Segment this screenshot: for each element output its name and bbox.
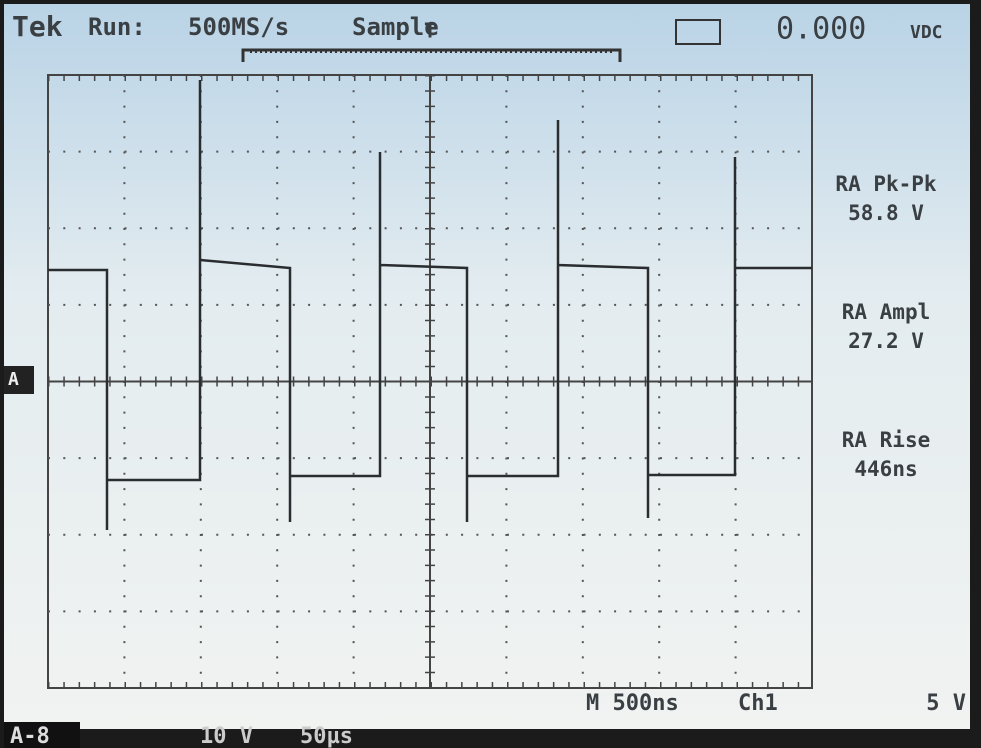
- display: [4, 4, 970, 729]
- channel-marker: A: [8, 369, 19, 390]
- trigger-source: Ch1: [738, 691, 778, 716]
- trigger-level: 5 V: [926, 691, 966, 716]
- measurement-label: RA Pk-Pk: [835, 172, 937, 196]
- measurement-value: 27.2 V: [848, 329, 924, 353]
- acq-mode: Sample: [352, 13, 439, 41]
- volts-div: 10 V: [200, 724, 253, 748]
- timebase: M 500ns: [586, 691, 679, 716]
- measurement-value: 446ns: [854, 457, 917, 481]
- measurement-label: RA Ampl: [842, 300, 931, 324]
- scope-screen: T A Tek Run: 500MS/s Sample 0.000 VDC RA…: [0, 0, 981, 748]
- time-div: 50µs: [300, 724, 353, 748]
- brand: Tek: [12, 10, 63, 43]
- reading: 0.000: [776, 12, 866, 47]
- measurement-label: RA Rise: [842, 428, 931, 452]
- reading-unit: VDC: [910, 22, 943, 43]
- channel-label: A-8: [10, 724, 50, 748]
- page: T A Tek Run: 500MS/s Sample 0.000 VDC RA…: [0, 0, 981, 748]
- status: Run:: [88, 13, 146, 41]
- measurement-value: 58.8 V: [848, 201, 924, 225]
- sample-rate: 500MS/s: [188, 13, 289, 41]
